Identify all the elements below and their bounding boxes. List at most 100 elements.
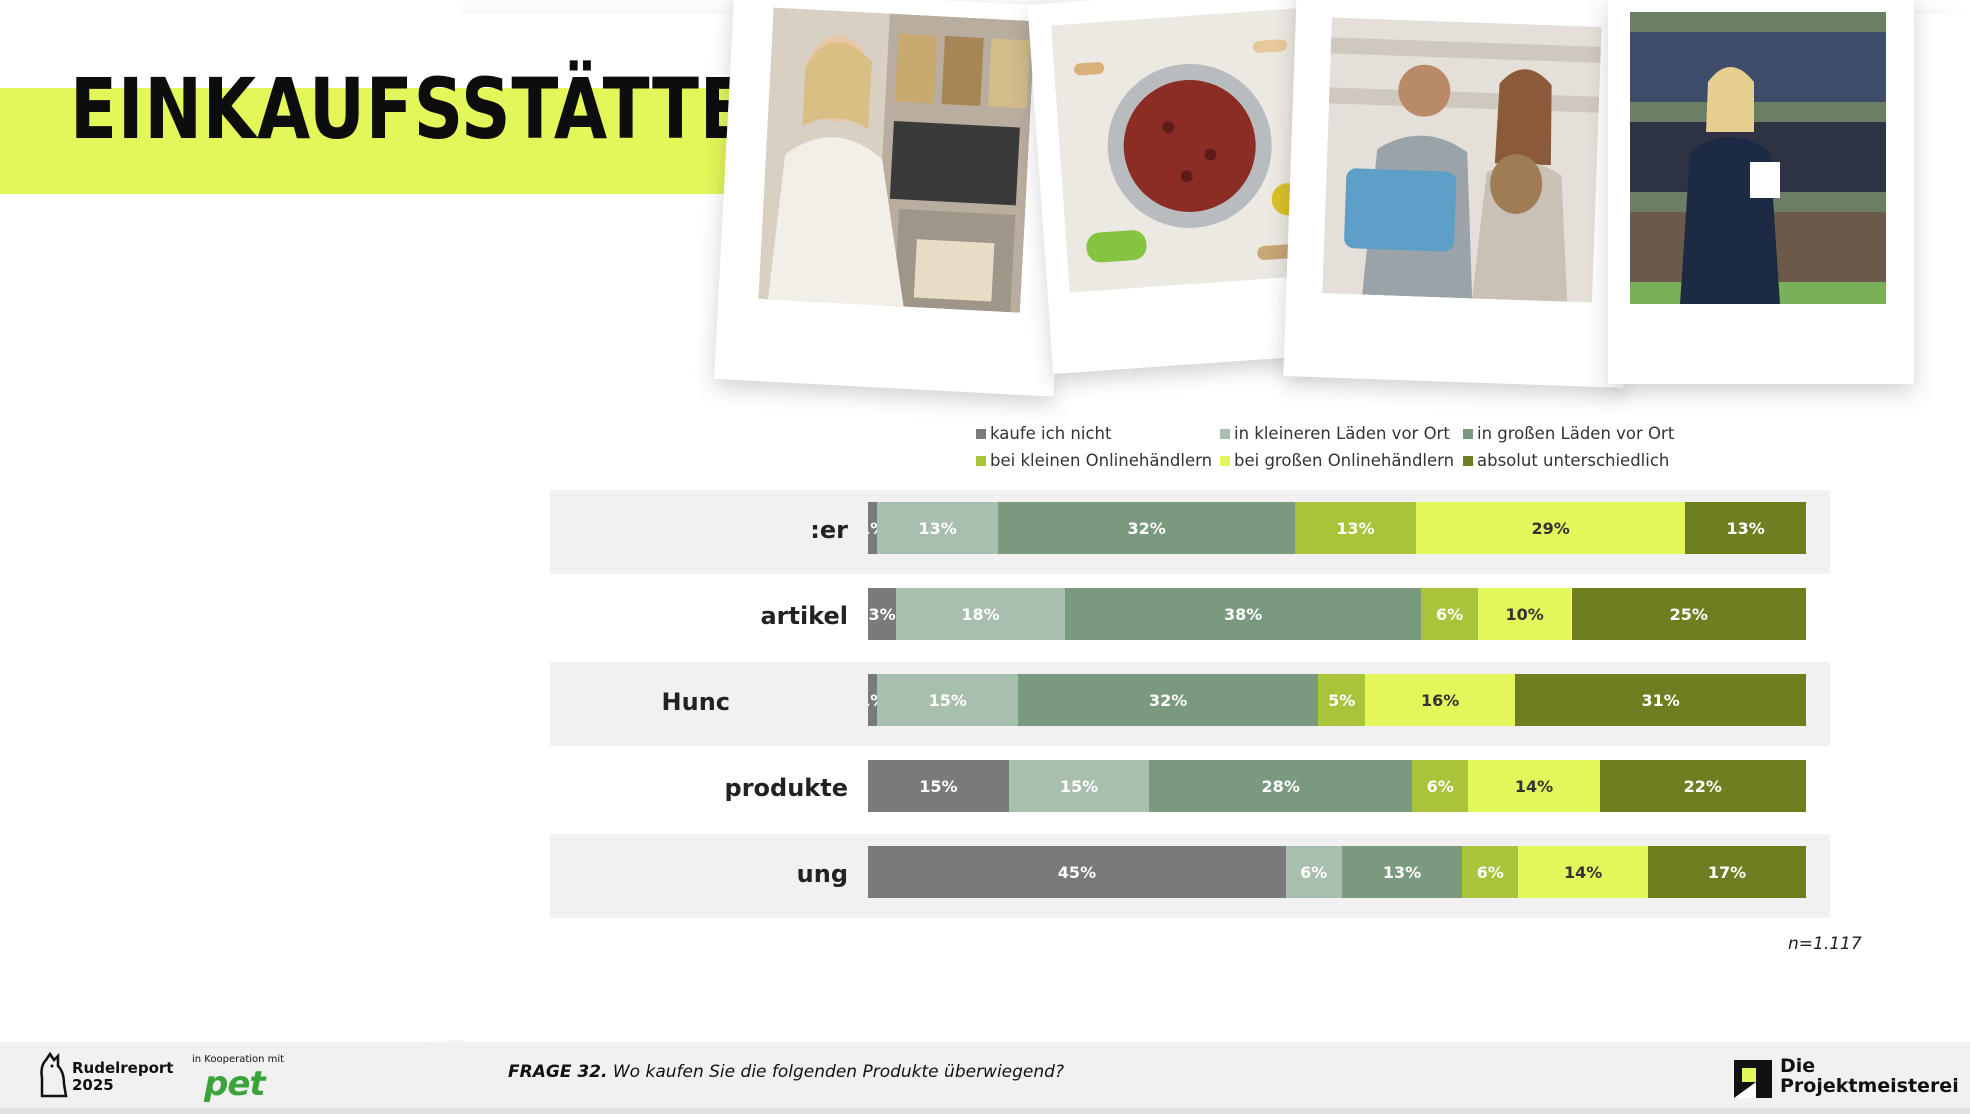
data-label: 5% xyxy=(1328,690,1356,710)
data-label: 13% xyxy=(1382,862,1422,882)
rudelreport-year: 2025 xyxy=(72,1076,114,1094)
data-label: 3% xyxy=(868,604,896,624)
legend-swatch xyxy=(976,455,986,466)
legend-item: kaufe ich nicht xyxy=(976,424,1220,443)
bar-segment: 5% xyxy=(1318,674,1366,726)
bar-segment: 13% xyxy=(877,502,998,554)
data-label: 15% xyxy=(919,776,958,796)
data-label: 13% xyxy=(1726,518,1765,538)
bar-segment: 3% xyxy=(868,588,897,640)
bar-segment: 15% xyxy=(1008,760,1150,812)
survey-question: FRAGE 32. Wo kaufen Sie die folgenden Pr… xyxy=(508,1062,1064,1082)
legend-item: in großen Läden vor Ort xyxy=(1463,424,1696,443)
title-band xyxy=(0,88,740,194)
legend-swatch xyxy=(1220,428,1230,439)
category-label: Hunc xyxy=(661,688,730,716)
legend-swatch xyxy=(1220,455,1230,466)
question-number: FRAGE 32. xyxy=(508,1062,608,1082)
legend-label: in großen Läden vor Ort xyxy=(1477,424,1675,443)
rudelreport-name: Rudelreport xyxy=(72,1059,174,1077)
bar-segment: 32% xyxy=(1018,674,1319,726)
dog-logo-icon xyxy=(40,1052,68,1098)
data-label: 1% xyxy=(868,519,877,538)
legend-label: bei kleinen Onlinehändlern xyxy=(990,451,1213,470)
data-label: 18% xyxy=(961,604,1000,624)
bar-segment: 14% xyxy=(1518,846,1649,898)
data-label: 6% xyxy=(1300,862,1328,882)
projektmeisterei-logo-icon xyxy=(1734,1060,1772,1098)
bar-segment: 13% xyxy=(1295,502,1416,554)
data-label: 1% xyxy=(868,691,877,710)
bar-segment: 25% xyxy=(1571,588,1806,640)
photo-woman-bulk-food xyxy=(714,0,1074,397)
category-label: :er xyxy=(810,516,848,544)
pet-logo: pet xyxy=(204,1064,266,1104)
bar-segment: 6% xyxy=(1412,760,1469,812)
bar-segment: 38% xyxy=(1064,588,1422,640)
data-label: 6% xyxy=(1435,604,1464,624)
bar-segment: 17% xyxy=(1648,846,1806,898)
data-label: 28% xyxy=(1261,776,1300,796)
legend-label: in kleineren Läden vor Ort xyxy=(1234,424,1450,443)
legend-item: in kleineren Läden vor Ort xyxy=(1220,424,1463,443)
projektmeisterei-brand: Die Projektmeisterei xyxy=(1780,1056,1959,1096)
data-label: 15% xyxy=(928,690,967,710)
data-label: 13% xyxy=(918,518,957,538)
data-label: 29% xyxy=(1531,518,1570,538)
bar-segment: 22% xyxy=(1599,760,1806,812)
legend-swatch xyxy=(976,428,986,439)
data-label: 45% xyxy=(1057,862,1097,882)
question-text: Wo kaufen Sie die folgenden Produkte übe… xyxy=(607,1062,1064,1082)
legend-swatch xyxy=(1463,455,1473,466)
bar-segment: 15% xyxy=(868,760,1009,812)
projektmeisterei-line1: Die xyxy=(1780,1055,1816,1077)
bar-segment: 31% xyxy=(1515,674,1806,726)
data-label: 38% xyxy=(1224,604,1263,624)
legend-swatch xyxy=(1463,428,1473,439)
bar-segment: 29% xyxy=(1415,502,1686,554)
photo-woman-in-shop xyxy=(1608,0,1914,384)
bar-segment: 1% xyxy=(868,674,878,726)
rudelreport-brand: Rudelreport 2025 xyxy=(72,1060,173,1094)
photo-couple-with-dog xyxy=(1283,0,1637,388)
category-label: artikel xyxy=(760,602,848,630)
bar-segment: 6% xyxy=(1421,588,1478,640)
bar-segment: 28% xyxy=(1149,760,1413,812)
legend-label: bei großen Onlinehändlern xyxy=(1234,451,1455,470)
bar-segment: 14% xyxy=(1468,760,1600,812)
data-label: 16% xyxy=(1421,690,1460,710)
bar-segment: 32% xyxy=(998,502,1296,554)
data-label: 32% xyxy=(1149,690,1188,710)
legend-item: bei großen Onlinehändlern xyxy=(1220,451,1463,470)
bar-segment: 13% xyxy=(1685,502,1806,554)
data-label: 6% xyxy=(1426,776,1454,796)
data-label: 14% xyxy=(1563,862,1603,882)
footer-edge xyxy=(0,1108,1970,1114)
bar-segment: 10% xyxy=(1477,588,1572,640)
bar-segment: 18% xyxy=(896,588,1065,640)
data-label: 32% xyxy=(1127,518,1166,538)
data-label: 25% xyxy=(1669,604,1708,624)
bar-segment: 13% xyxy=(1341,846,1463,898)
footer: Rudelreport 2025 in Kooperation mit pet … xyxy=(0,1042,1970,1108)
data-label: 10% xyxy=(1505,604,1544,624)
data-label: 6% xyxy=(1476,862,1504,882)
bar-segment: 15% xyxy=(877,674,1019,726)
bar-segment: 6% xyxy=(1462,846,1519,898)
data-label: 31% xyxy=(1641,690,1680,710)
sample-size-note: n=1.117 xyxy=(1788,934,1862,954)
bar-segment: 6% xyxy=(1285,846,1342,898)
data-label: 22% xyxy=(1683,776,1722,796)
data-label: 13% xyxy=(1336,518,1375,538)
category-label: produkte xyxy=(724,774,848,802)
bar-segment: 45% xyxy=(868,846,1286,898)
data-label: 14% xyxy=(1514,776,1554,796)
legend-item: absolut unterschiedlich xyxy=(1463,451,1696,470)
cooperation-text: in Kooperation mit xyxy=(192,1054,285,1065)
bar-segment: 16% xyxy=(1365,674,1516,726)
page-title: EINKAUFSSTÄTTEN xyxy=(70,60,807,158)
data-label: 17% xyxy=(1707,862,1747,882)
legend-label: absolut unterschiedlich xyxy=(1477,451,1670,470)
category-label: ung xyxy=(796,860,848,888)
legend-label: kaufe ich nicht xyxy=(990,424,1112,443)
